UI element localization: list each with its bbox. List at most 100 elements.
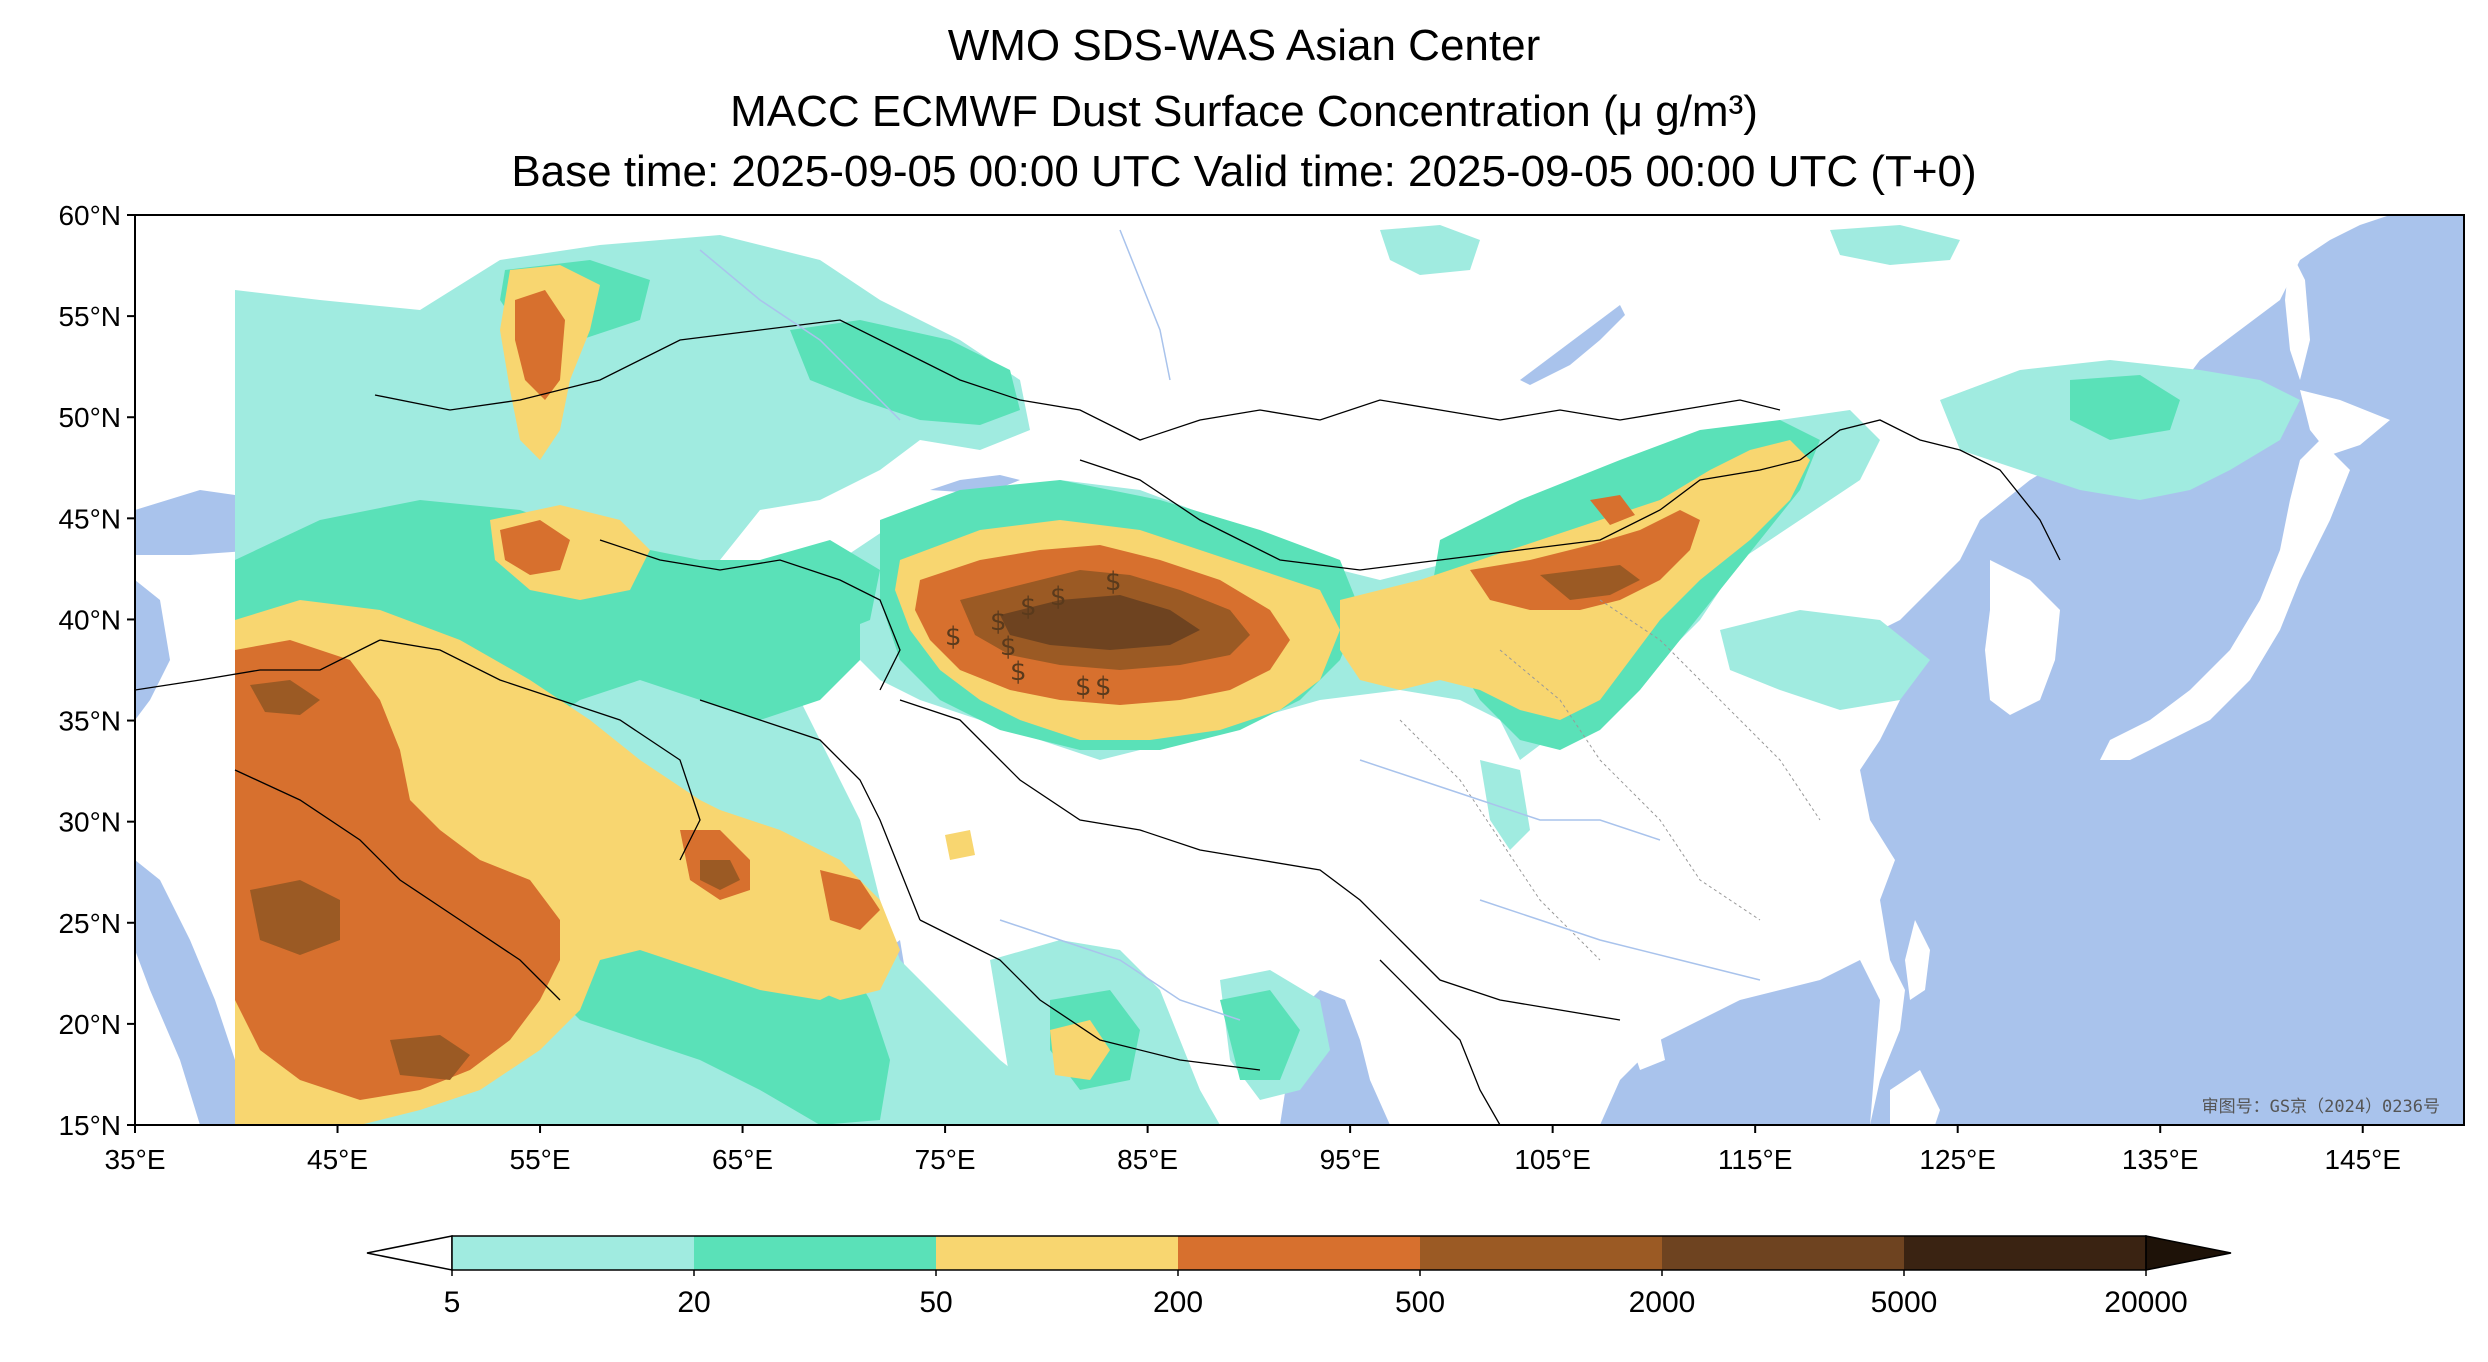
lon-tick-label: 55°E — [510, 1144, 571, 1175]
latitude-axis: 60°N 55°N 50°N 45°N 40°N 35°N 30°N 25°N 20°N 15°N — [58, 200, 135, 1141]
dust-region-tibet-east — [1480, 760, 1530, 850]
dust-storm-symbol: $ — [990, 607, 1007, 637]
japan-honshu — [2100, 440, 2350, 760]
lon-tick-label: 135°E — [2122, 1144, 2199, 1175]
river — [999, 919, 1241, 1021]
border-china-east — [1799, 419, 2061, 561]
province-border — [1499, 649, 1761, 921]
dust-region-northeast-patch — [2070, 375, 2180, 440]
lat-tick-label: 60°N — [58, 200, 121, 231]
border-central-asia — [599, 539, 901, 691]
river — [1119, 229, 1171, 381]
lat-tick-label: 50°N — [58, 402, 121, 433]
dust-region-mongolia-north — [1830, 225, 1960, 265]
colorbar-label: 5 — [444, 1286, 461, 1319]
land-islands — [1630, 250, 2390, 1125]
dust-region-afghan — [500, 520, 570, 575]
lat-tick-label: 40°N — [58, 604, 121, 635]
title-line-1: WMO SDS-WAS Asian Center — [947, 21, 1541, 70]
title-line-2: MACC ECMWF Dust Surface Concentration (μ… — [730, 87, 1758, 136]
lon-tick-label: 45°E — [307, 1144, 368, 1175]
colorbar-label: 20000 — [2104, 1286, 2187, 1319]
colorbar-label: 20 — [677, 1286, 710, 1319]
longitude-axis: 35°E 45°E 55°E 65°E 75°E 85°E 95°E 105°E 115°E 12… — [104, 1125, 2401, 1175]
river — [1479, 899, 1761, 981]
border-turkey-syria — [135, 639, 381, 691]
province-border — [1399, 719, 1601, 961]
sakhalin — [2285, 250, 2310, 380]
province-border — [1599, 599, 1821, 821]
dust-region-arabia-patch-1 — [250, 880, 340, 955]
dust-storm-symbols: $ $ $ $ $ $ $ $ $ — [945, 567, 1122, 702]
korea-peninsula — [1985, 560, 2060, 715]
dust-region-inner-mongolia-core — [1540, 565, 1640, 600]
lake-baikal — [1520, 305, 1625, 385]
map-review-number: 审图号：GS京（2024）0236号 — [2202, 1097, 2440, 1117]
colorbar-label: 500 — [1395, 1286, 1445, 1319]
dust-region-iran-east — [820, 870, 880, 930]
lat-tick-label: 15°N — [58, 1110, 121, 1141]
dust-region-arabia-patch-2 — [390, 1035, 470, 1080]
border-southeast-asia — [1379, 959, 1501, 1125]
border-afghan-pak — [699, 699, 921, 921]
colorbar-segment — [1904, 1236, 2147, 1270]
dust-storm-symbol: $ — [1050, 582, 1067, 612]
taiwan — [1905, 920, 1930, 1000]
pacific-ocean — [1860, 215, 2464, 1125]
border-china-south — [899, 699, 1621, 1021]
mediterranean-sea — [135, 580, 170, 720]
lat-tick-label: 25°N — [58, 908, 121, 939]
river — [699, 249, 901, 421]
dust-storm-symbol: $ — [1095, 672, 1112, 702]
dust-storm-symbol: $ — [1010, 657, 1027, 687]
dust-storm-symbol: $ — [1105, 567, 1122, 597]
lon-tick-label: 145°E — [2324, 1144, 2401, 1175]
province-borders — [1399, 599, 1821, 961]
lon-tick-label: 115°E — [1718, 1144, 1793, 1175]
dust-contours: $ $ $ $ $ $ $ $ $ — [235, 225, 2300, 1125]
colorbar-segment — [694, 1236, 937, 1270]
map-frame — [134, 214, 2465, 1126]
lon-tick-label: 65°E — [712, 1144, 773, 1175]
red-sea — [135, 860, 235, 1125]
title-line-3: Base time: 2025-09-05 00:00 UTC Valid ti… — [511, 147, 1977, 196]
lat-tick-label: 55°N — [58, 301, 121, 332]
dust-region-inner-mongolia — [1470, 510, 1700, 610]
rivers — [699, 229, 1761, 1021]
dust-region-arabia-core — [235, 640, 560, 1100]
dust-region-india-east — [1220, 990, 1300, 1080]
lat-tick-label: 30°N — [58, 807, 121, 838]
dust-region-mongolia-small — [1590, 495, 1635, 525]
colorbar-frame — [451, 1235, 2147, 1271]
dust-storm-symbol: $ — [1075, 672, 1092, 702]
lat-tick-label: 20°N — [58, 1009, 121, 1040]
dust-region-siberia — [1380, 225, 1480, 275]
south-china-sea — [1600, 960, 1880, 1125]
hainan — [1630, 1035, 1665, 1070]
dust-storm-symbol: $ — [945, 622, 962, 652]
border-russia-kazakh — [374, 319, 1781, 441]
lat-tick-label: 45°N — [58, 503, 121, 534]
dust-region-central-asia-mid — [760, 540, 880, 640]
lon-tick-label: 35°E — [104, 1144, 165, 1175]
dust-region-tibet-small — [945, 830, 975, 860]
dust-region-india-patch — [1050, 1020, 1110, 1080]
colorbar-segment — [1178, 1236, 1421, 1270]
philippines — [1890, 1070, 1940, 1125]
dust-region-taklimakan-peak — [1000, 595, 1200, 650]
map-area: $ $ $ $ $ $ $ $ $ — [135, 215, 2464, 1125]
colorbar: 5 20 50 200 500 2000 5000 20000 — [366, 1235, 2232, 1319]
lon-tick-label: 75°E — [915, 1144, 976, 1175]
colorbar-segment — [936, 1236, 1179, 1270]
lat-tick-label: 35°N — [58, 706, 121, 737]
lon-tick-label: 125°E — [1919, 1144, 1996, 1175]
colorbar-label: 50 — [919, 1286, 952, 1319]
colorbar-segment — [1420, 1236, 1663, 1270]
colorbar-label: 5000 — [1871, 1286, 1938, 1319]
lon-tick-label: 95°E — [1320, 1144, 1381, 1175]
border-india — [919, 919, 1261, 1071]
border-iran — [379, 639, 701, 861]
colorbar-segment — [452, 1236, 695, 1270]
dust-level-2000-5000 — [1000, 595, 1200, 650]
